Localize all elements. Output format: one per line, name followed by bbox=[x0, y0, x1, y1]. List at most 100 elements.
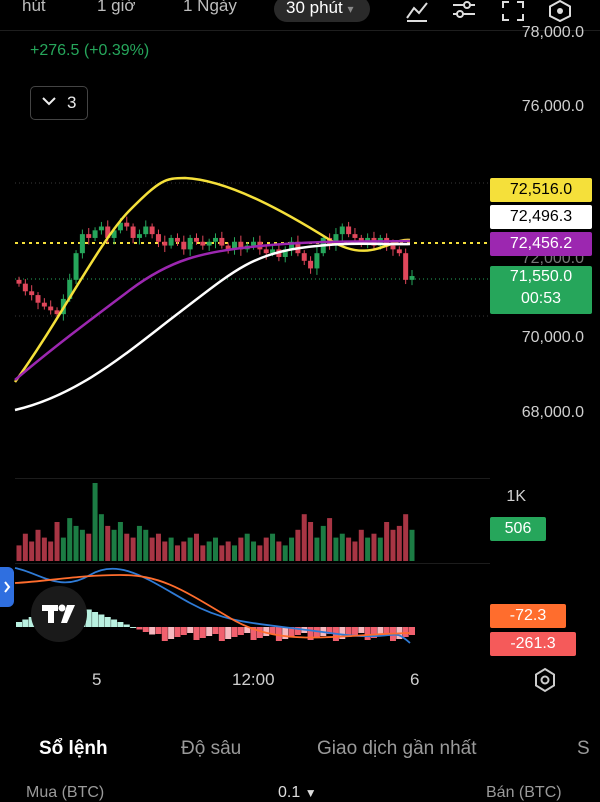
macd-histogram-bar bbox=[275, 627, 282, 641]
candle-countdown: 00:53 bbox=[520, 290, 562, 307]
volume-bar bbox=[409, 529, 415, 561]
candle-body bbox=[346, 226, 352, 235]
volume-bar bbox=[29, 541, 35, 561]
macd-histogram-bar bbox=[282, 627, 289, 639]
candle-body bbox=[35, 295, 41, 303]
tab-depth[interactable]: Độ sâu bbox=[181, 738, 242, 759]
macd-line bbox=[14, 567, 411, 644]
candle-body bbox=[174, 237, 180, 242]
candle-body bbox=[238, 241, 244, 250]
price-axis-label: 70,000.0 bbox=[521, 329, 584, 346]
macd-histogram-bar bbox=[313, 627, 320, 638]
interval-tab-30m[interactable]: 30 phút ▾ bbox=[274, 0, 370, 22]
indicator-icon[interactable] bbox=[404, 0, 430, 22]
volume-bar bbox=[35, 529, 41, 561]
volume-bar bbox=[130, 537, 136, 561]
macd-histogram-bar bbox=[22, 619, 29, 627]
volume-bar bbox=[143, 529, 149, 561]
fullscreen-icon[interactable] bbox=[500, 0, 526, 22]
macd-histogram-bar bbox=[269, 627, 276, 634]
macd-histogram-bar bbox=[231, 627, 238, 637]
macd-histogram-bar bbox=[383, 627, 390, 634]
macd-histogram-bar bbox=[142, 627, 149, 632]
macd-histogram-bar bbox=[307, 627, 314, 640]
interval-tab-30m-label: 30 phút bbox=[286, 0, 343, 17]
macd-histogram-bar bbox=[370, 627, 377, 638]
macd-divider bbox=[15, 563, 490, 564]
volume-bar bbox=[301, 514, 307, 561]
candle-body bbox=[225, 245, 231, 250]
candle-body bbox=[73, 253, 79, 280]
macd-histogram-bar bbox=[250, 627, 257, 640]
macd-histogram-bar bbox=[294, 627, 301, 635]
x-axis-label: 12:00 bbox=[232, 670, 275, 689]
volume-bar bbox=[60, 537, 66, 561]
interval-tab-1h[interactable]: 1 giờ bbox=[97, 0, 136, 15]
tab-recent-trades[interactable]: Giao dịch gần nhất bbox=[317, 738, 477, 759]
volume-bar bbox=[225, 541, 231, 561]
volume-bar bbox=[213, 537, 218, 561]
settings-sliders-icon[interactable] bbox=[451, 0, 477, 22]
volume-bar bbox=[219, 545, 225, 561]
candle-body bbox=[143, 226, 149, 235]
candle-body bbox=[54, 310, 60, 315]
macd-histogram-bar bbox=[218, 627, 225, 641]
volume-bar bbox=[251, 541, 257, 561]
volume-bar bbox=[16, 545, 22, 561]
volume-bar bbox=[377, 537, 383, 561]
volume-bar bbox=[67, 518, 73, 561]
volume-bar bbox=[276, 541, 282, 561]
volume-tag: 506 bbox=[490, 517, 546, 541]
macd-histogram-bar bbox=[402, 627, 409, 637]
tab-order-book[interactable]: Sổ lệnh bbox=[39, 738, 108, 759]
tab-more[interactable]: S bbox=[577, 738, 590, 759]
macd-histogram-bar bbox=[180, 627, 187, 635]
chart-settings-icon[interactable] bbox=[532, 667, 558, 693]
candle-body bbox=[16, 279, 22, 284]
volume-bar bbox=[136, 525, 142, 561]
tradingview-logo-icon bbox=[42, 604, 75, 623]
side-panel-handle[interactable] bbox=[0, 567, 14, 607]
candle-body bbox=[270, 249, 276, 254]
candle-body bbox=[358, 237, 364, 242]
macd-histogram-bar bbox=[212, 627, 219, 634]
precision-select[interactable]: 0.1 ▼ bbox=[278, 784, 317, 802]
macd-histogram-bar bbox=[364, 627, 371, 640]
candle-body bbox=[263, 249, 269, 254]
candle-body bbox=[41, 302, 47, 307]
macd-histogram-bar bbox=[326, 627, 333, 634]
ema-mid-price-tag: 72,456.2 bbox=[490, 232, 592, 256]
interval-tab-min[interactable]: hút bbox=[22, 0, 46, 15]
candle-body bbox=[48, 306, 54, 311]
volume-bar bbox=[289, 537, 295, 561]
volume-bar bbox=[98, 514, 104, 561]
candle-body bbox=[124, 222, 130, 227]
macd-histogram-bar bbox=[263, 627, 270, 636]
macd-histogram-bar bbox=[161, 627, 168, 641]
macd-histogram-bar bbox=[85, 609, 92, 627]
candle-body bbox=[98, 226, 104, 231]
hexagon-settings-icon[interactable] bbox=[547, 0, 573, 22]
caret-down-icon: ▼ bbox=[304, 786, 317, 800]
interval-tab-1d[interactable]: 1 Ngày bbox=[183, 0, 237, 15]
ema-slow-line bbox=[14, 242, 411, 412]
volume-bar bbox=[270, 533, 276, 561]
precision-value: 0.1 bbox=[278, 784, 301, 801]
macd-histogram-bar bbox=[206, 627, 213, 636]
candle-body bbox=[136, 234, 142, 238]
macd-histogram-bar bbox=[130, 627, 137, 628]
indicator-collapse-button[interactable]: 3 bbox=[30, 86, 88, 120]
price-axis-label: 76,000.0 bbox=[521, 98, 584, 115]
macd-histogram-bar bbox=[358, 627, 365, 633]
candle-body bbox=[396, 249, 402, 254]
chevron-icon: ▾ bbox=[347, 2, 354, 16]
candle-body bbox=[200, 241, 206, 246]
volume-bar bbox=[22, 533, 28, 561]
current-price-value: 71,550.0 bbox=[509, 268, 573, 285]
candle-body bbox=[232, 241, 238, 250]
volume-bar bbox=[111, 529, 117, 561]
price-chart[interactable] bbox=[0, 0, 490, 470]
volume-bar bbox=[155, 533, 161, 561]
volume-chart[interactable] bbox=[0, 478, 490, 563]
candle-body bbox=[282, 249, 288, 257]
